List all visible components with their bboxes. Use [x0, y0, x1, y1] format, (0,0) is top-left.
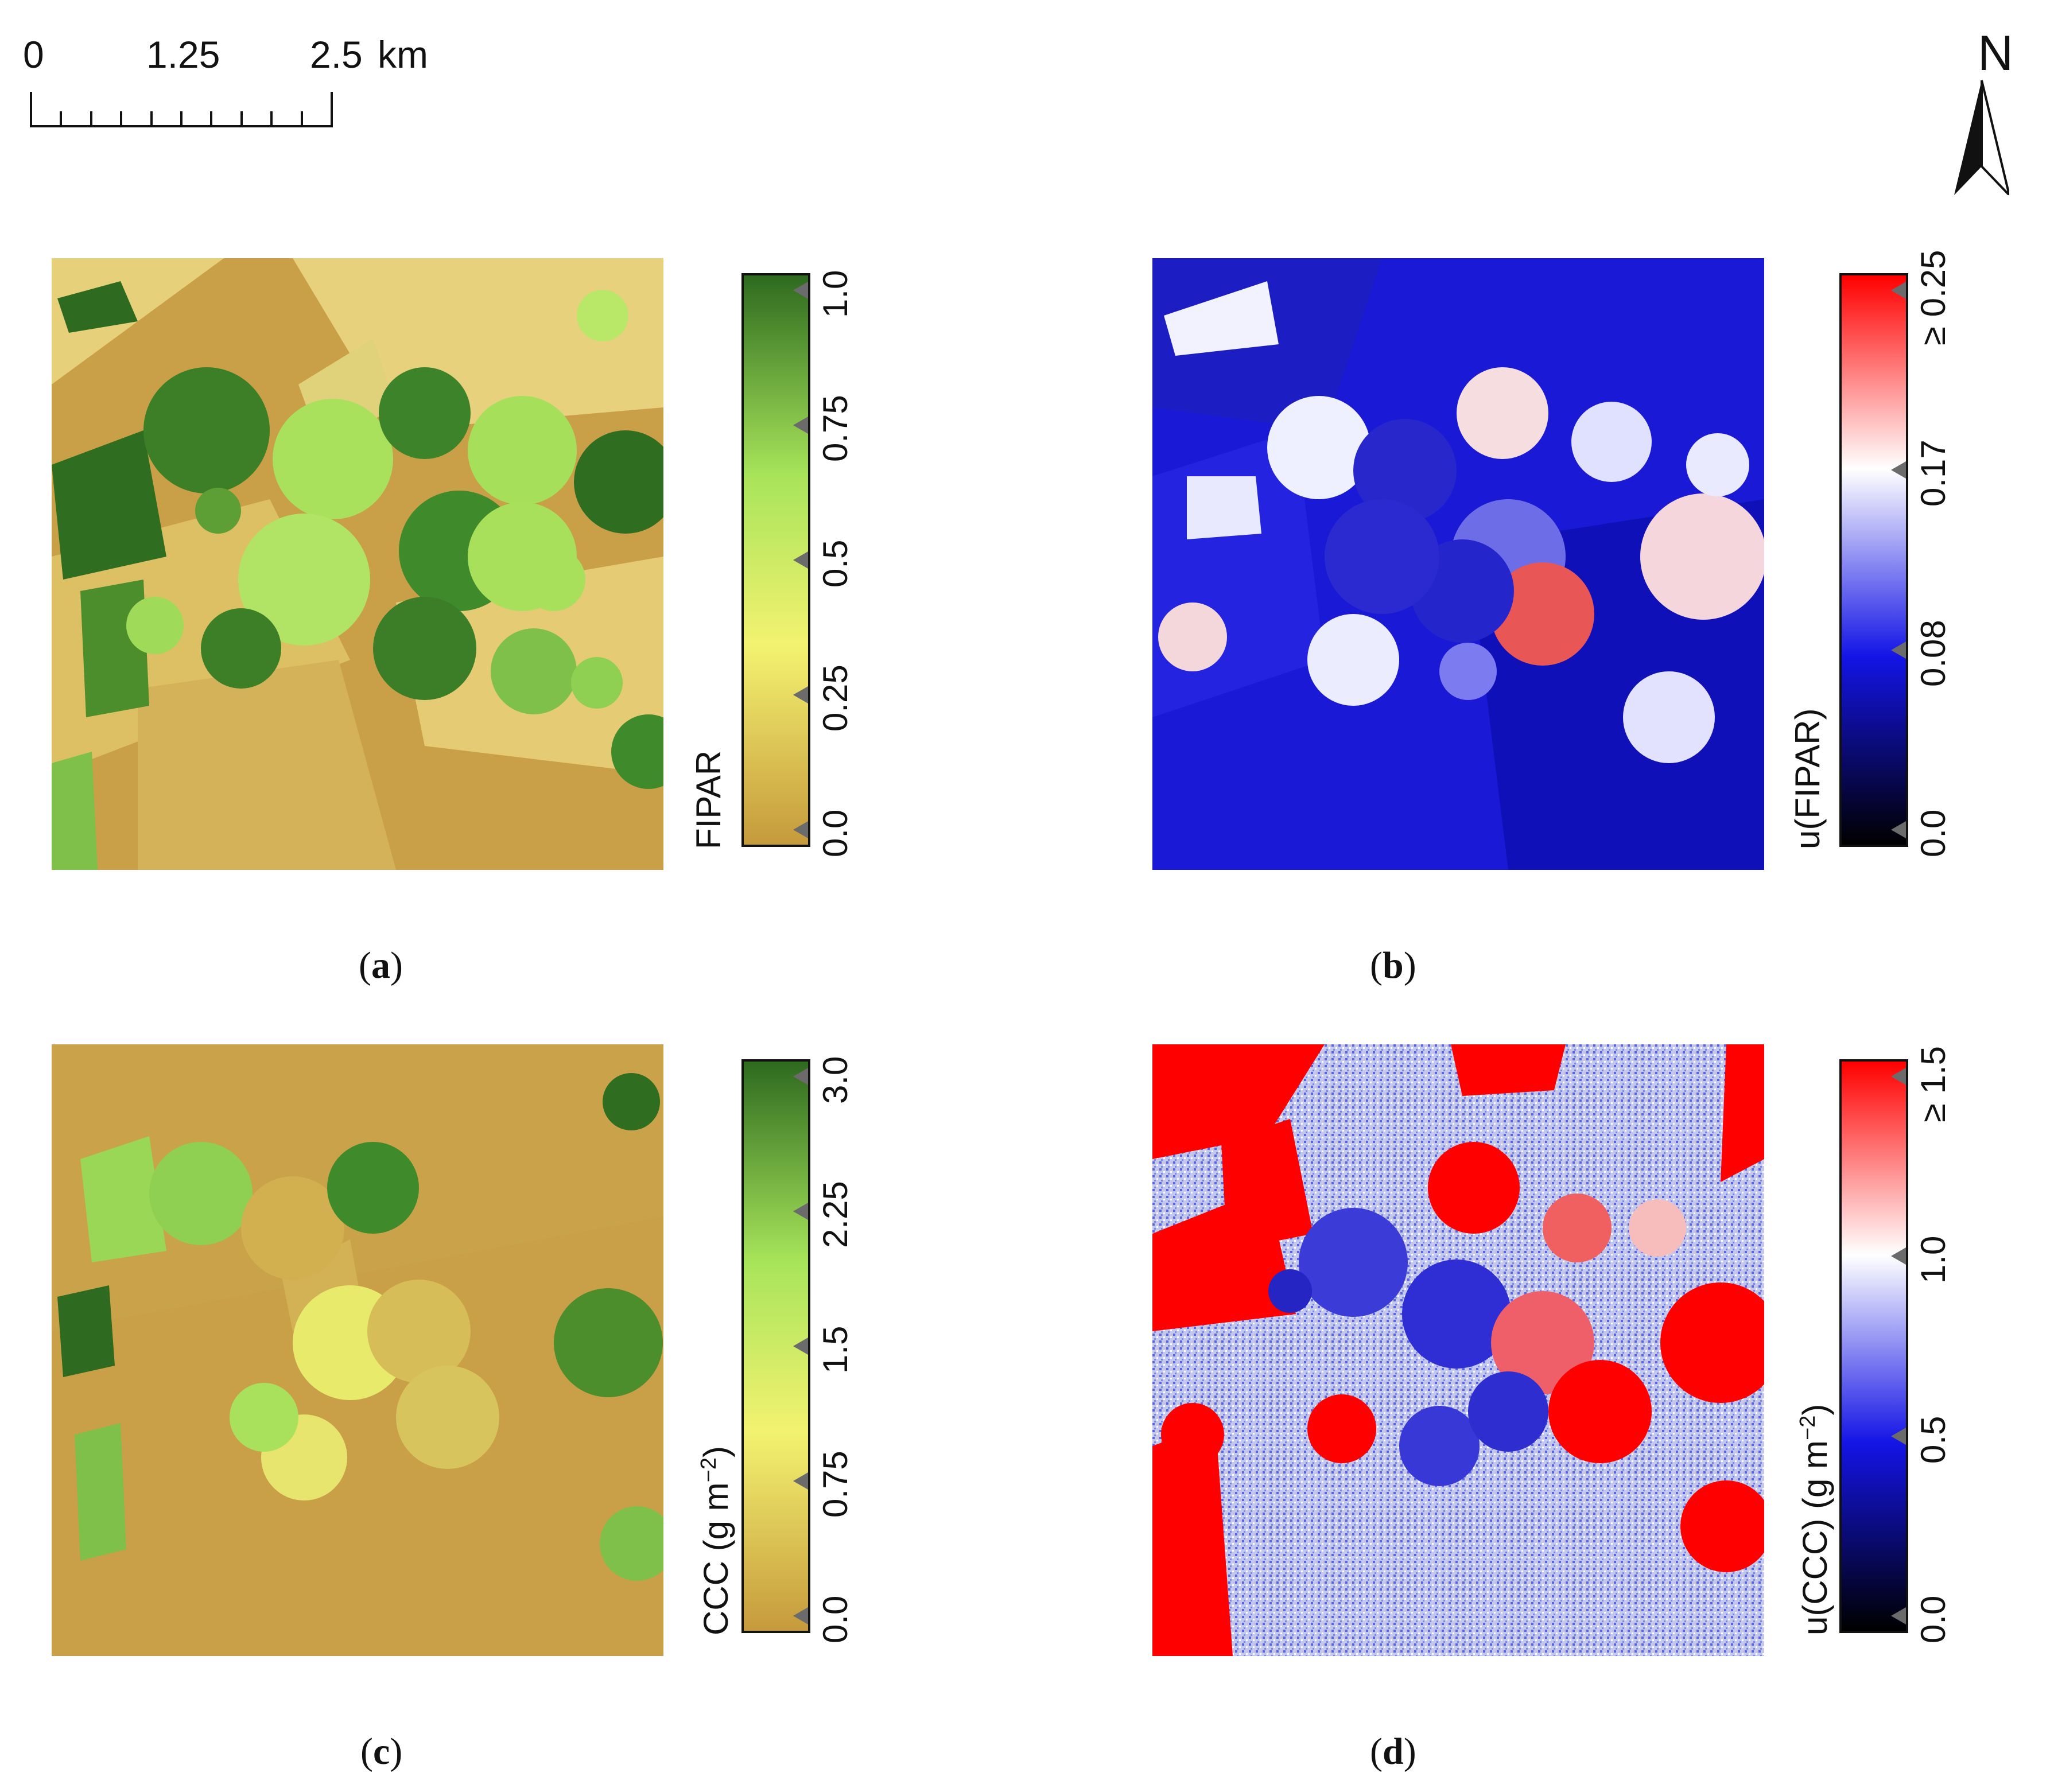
scale-bar-tick: [331, 92, 333, 127]
caption-c-letter: c: [372, 1731, 390, 1772]
colorbar-tick-label: 1.5: [816, 1325, 855, 1374]
colorbar-d-title-main: u(CCC) (g m: [1796, 1440, 1834, 1635]
colorbar-tick-label: 0.0: [816, 1595, 855, 1643]
colorbar-d-title: u(CCC) (g m−2): [1791, 1404, 1834, 1635]
map-panel-a-fipar: [52, 258, 663, 870]
map-panel-c-ccc: [52, 1044, 663, 1656]
caption-b-letter: b: [1382, 944, 1404, 986]
colorbar-b-title: u(FIPAR): [1788, 708, 1827, 849]
colorbar-tick-label: 0.5: [1914, 1416, 1952, 1464]
colorbar-tick-label: 0.25: [816, 664, 855, 732]
north-arrow-icon: [1954, 80, 2009, 195]
scale-bar-label-mid: 1.25: [146, 33, 220, 76]
scale-bar-label-0: 0: [23, 33, 44, 76]
colorbar-d-title-sup: −2: [1796, 1415, 1820, 1440]
scale-bar-unit: km: [378, 33, 428, 76]
scale-bar-tick: [180, 111, 183, 127]
caption-d: (d): [1370, 1731, 1416, 1772]
north-arrow-label: N: [1978, 26, 2014, 81]
colorbar-d-title-end: ): [1796, 1404, 1834, 1416]
scale-bar-tick: [90, 111, 92, 127]
colorbar-tick-marker: [793, 821, 808, 838]
colorbar-tick-marker: [793, 1068, 808, 1085]
scale-bar-tick: [240, 111, 243, 127]
caption-d-letter: d: [1382, 1731, 1404, 1772]
scale-bar-tick: [210, 111, 212, 127]
colorbar-tick-marker: [793, 686, 808, 703]
scale-bar-tick: [270, 111, 273, 127]
colorbar-tick-label: 0.0: [1914, 809, 1952, 857]
colorbar-d: [1839, 1059, 1908, 1633]
scale-bar-tick: [120, 111, 122, 127]
colorbar-tick-marker: [793, 1607, 808, 1624]
colorbar-tick-label: 0.0: [816, 809, 855, 857]
colorbar-tick-label: 0.08: [1914, 619, 1952, 687]
caption-c: (c): [360, 1731, 403, 1772]
colorbar-tick-marker: [1891, 1427, 1906, 1445]
colorbar-b: [1839, 273, 1908, 847]
colorbar-c-title-end: ): [697, 1446, 735, 1457]
colorbar-tick-label: 0.5: [816, 539, 855, 588]
colorbar-tick-marker: [1891, 461, 1906, 479]
caption-a-letter: a: [371, 944, 390, 986]
colorbar-tick-marker: [1891, 282, 1906, 299]
colorbar-tick-marker: [793, 1338, 808, 1355]
colorbar-c: [741, 1059, 810, 1633]
colorbar-c-title: CCC (g m−2): [692, 1446, 735, 1635]
colorbar-tick-label: 0.75: [816, 1451, 855, 1518]
colorbar-tick-label: 1.0: [1914, 1235, 1952, 1284]
colorbar-tick-marker: [1891, 1068, 1906, 1085]
colorbar-tick-marker: [1891, 1247, 1906, 1265]
colorbar-tick-label: ≥ 0.25: [1914, 250, 1952, 345]
colorbar-tick-marker: [793, 1472, 808, 1490]
scale-bar-label-end: 2.5: [310, 33, 363, 76]
colorbar-tick-marker: [1891, 641, 1906, 659]
map-panel-b-ufipar: [1152, 258, 1764, 870]
scale-bar-tick: [150, 111, 153, 127]
colorbar-tick-label: 2.25: [816, 1181, 855, 1248]
scale-bar-tick: [301, 111, 303, 127]
colorbar-tick-label: 0.0: [1914, 1595, 1952, 1643]
scale-bar-tick: [60, 111, 62, 127]
map-panel-d-uccc: [1152, 1044, 1764, 1656]
colorbar-tick-label: 3.0: [816, 1056, 855, 1104]
colorbar-tick-label: ≥ 1.5: [1914, 1045, 1952, 1122]
colorbar-tick-label: 0.75: [816, 395, 855, 462]
colorbar-tick-marker: [793, 417, 808, 434]
colorbar-tick-marker: [793, 551, 808, 569]
colorbar-tick-marker: [1891, 821, 1906, 838]
caption-a: (a): [359, 944, 403, 986]
colorbar-tick-label: 0.17: [1914, 440, 1952, 507]
colorbar-c-title-main: CCC (g m: [697, 1482, 735, 1635]
colorbar-c-title-sup: −2: [697, 1457, 721, 1483]
colorbar-a-title: FIPAR: [689, 750, 728, 849]
caption-b: (b): [1370, 944, 1416, 986]
colorbar-tick-marker: [793, 1203, 808, 1220]
colorbar-tick-label: 1.0: [816, 270, 855, 318]
scale-bar-tick: [30, 92, 32, 127]
colorbar-tick-marker: [793, 282, 808, 299]
colorbar-tick-marker: [1891, 1607, 1906, 1624]
